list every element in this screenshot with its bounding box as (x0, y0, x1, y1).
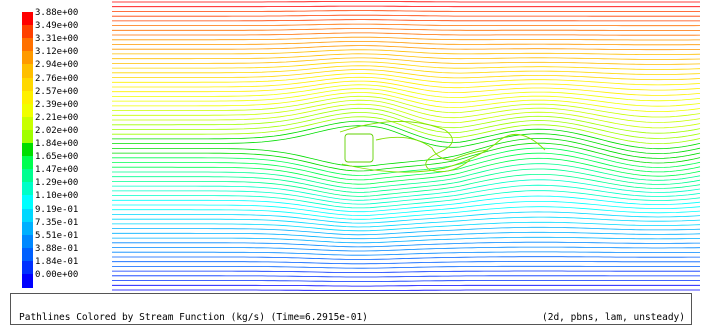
pathline (112, 216, 701, 228)
pathline (112, 206, 701, 220)
pathline (112, 280, 700, 282)
pathline (112, 92, 701, 112)
pathline (112, 147, 701, 176)
pathline (112, 65, 701, 75)
pathline (112, 251, 700, 256)
pathline (112, 236, 701, 244)
pathline (112, 95, 701, 118)
pathline (112, 14, 700, 17)
pathline (112, 173, 701, 197)
pathline (112, 152, 701, 181)
pathlines-group (112, 1, 701, 292)
pathline (112, 49, 701, 55)
pathline (112, 32, 701, 36)
obstacle-outline (344, 133, 374, 163)
wake-pathline (341, 133, 546, 173)
pathlines-plot (112, 1, 701, 292)
pathline (112, 284, 700, 287)
pathline (112, 157, 701, 185)
pathline (112, 125, 701, 155)
pathline (112, 246, 701, 252)
pathline (112, 256, 700, 260)
pathline (112, 275, 700, 278)
pathline (112, 179, 701, 201)
pathline (112, 45, 701, 51)
pathline (112, 137, 701, 167)
pathline (112, 61, 701, 70)
pathline (112, 289, 700, 292)
wake-pathline (339, 121, 471, 173)
pathline (112, 5, 700, 8)
cylinder-wake-pathlines (339, 121, 546, 173)
pathline (112, 76, 701, 91)
pathline (112, 142, 701, 172)
pathline (112, 69, 701, 81)
pathline (112, 190, 701, 209)
pathline (112, 221, 701, 232)
pathline (112, 226, 701, 236)
pathline (112, 211, 701, 224)
pathline (112, 53, 701, 60)
pathline (112, 10, 700, 12)
pathline (112, 231, 701, 240)
pathline (112, 195, 701, 213)
pathline (112, 261, 700, 265)
pathline (112, 184, 701, 205)
pathline (112, 73, 701, 86)
pathline (112, 36, 700, 41)
pathline (112, 120, 701, 150)
pathline (112, 270, 700, 274)
pathline (112, 28, 700, 31)
pathline (112, 57, 701, 65)
pathline (112, 103, 701, 129)
pathline (112, 163, 701, 189)
pathline (112, 1, 700, 3)
pathline (112, 168, 701, 193)
pathline (112, 23, 701, 27)
pathline (112, 88, 701, 107)
pathline (112, 41, 700, 46)
pathline (112, 107, 701, 134)
pathline (112, 241, 700, 248)
pathline (112, 112, 701, 139)
pathline (112, 80, 701, 96)
solver-info: (2d, pbns, lam, unsteady) (542, 312, 685, 323)
pathline (112, 200, 701, 216)
pathline (112, 116, 701, 145)
pathline (112, 265, 700, 269)
pathline (112, 84, 701, 102)
plot-caption: Pathlines Colored by Stream Function (kg… (19, 312, 368, 323)
wake-pathline (375, 136, 489, 161)
pathline (112, 99, 701, 123)
caption-bar: Pathlines Colored by Stream Function (kg… (10, 293, 692, 325)
pathline (112, 19, 700, 22)
